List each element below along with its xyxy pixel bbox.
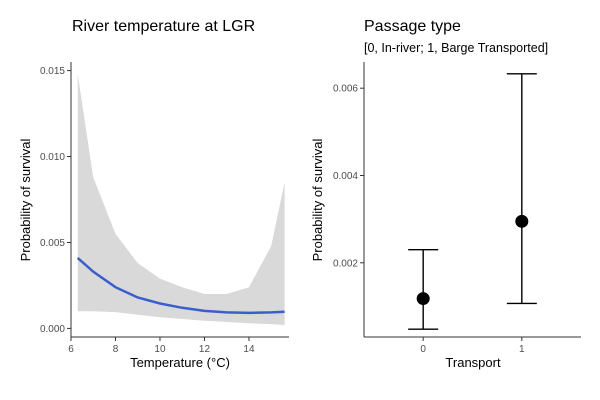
x-tick-label: 1 [519,344,525,355]
transport-x-axis-label: Transport [445,355,501,370]
y-tick-label: 0.010 [40,152,65,163]
temperature-x-axis-label: Temperature (°C) [130,355,230,370]
x-tick-label: 14 [243,344,255,355]
error-bar-1 [506,73,537,305]
y-tick-label: 0.015 [40,66,65,77]
x-tick-label: 6 [68,344,74,355]
passage-chart-subtitle: [0, In-river; 1, Barge Transported] [364,41,548,55]
estimate-point [515,214,529,228]
y-tick-label: 0.004 [333,171,358,182]
passage-chart-title: Passage type [364,18,461,35]
temperature-panel: River temperature at LGR 0.000 0.005 0.010… [18,18,289,370]
y-tick-label: 0.002 [333,258,358,269]
x-tick-label: 12 [199,344,211,355]
temperature-chart-title: River temperature at LGR [72,18,255,35]
y-tick-label: 0.006 [333,84,358,95]
x-tick-label: 8 [113,344,119,355]
y-tick-label: 0.000 [40,324,65,335]
error-bar-0 [408,248,439,330]
y-tick-label: 0.005 [40,238,65,249]
survival-curve [76,256,285,315]
confidence-ribbon [77,74,285,325]
x-tick-label: 10 [154,344,166,355]
estimate-point [416,292,430,306]
temperature-y-axis-label: Probability of survival [18,138,33,261]
passage-panel: Passage type [0, In-river; 1, Barge Tran… [310,18,581,370]
x-tick-label: 0 [420,344,426,355]
passage-y-axis-label: Probability of survival [310,138,325,261]
